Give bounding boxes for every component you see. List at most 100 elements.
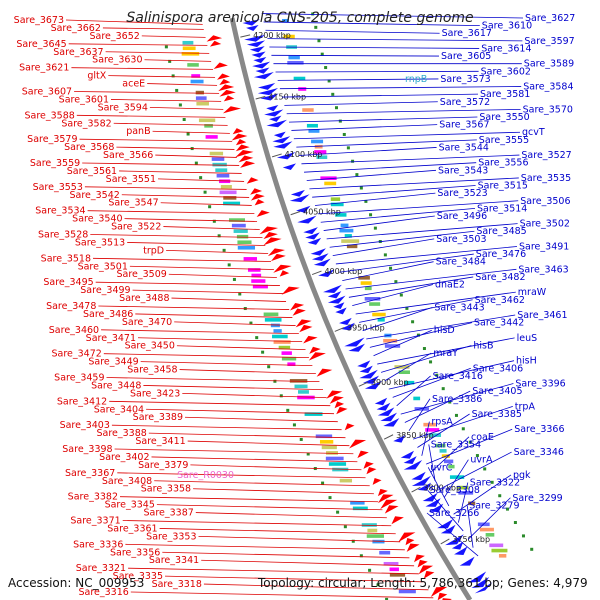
guide-dash [317,39,321,43]
reverse-gene-arrow [257,83,276,90]
right-feature-bar [308,129,320,133]
gene-label-right: Sare_3555 [479,135,529,146]
gene-label-left: Sare_3501 [78,261,128,272]
left-feature-bar [215,168,228,172]
reverse-gene-arrow [344,337,365,347]
right-feature-bar [377,317,385,322]
gene-label-right: Sare_3617 [442,28,492,39]
gene-label-right: Sare_3515 [478,181,528,192]
guide-dash [394,280,398,284]
forward-gene-arrow [206,35,223,42]
forward-gene-arrow [380,499,398,510]
left-feature-bar [367,528,378,533]
left-feature-bar [294,384,308,389]
left-feature-bar [379,550,391,555]
reverse-gene-arrow [411,471,426,481]
right-feature-bar [358,276,370,280]
leader-line-right [388,360,515,390]
left-feature-bar [350,501,365,505]
gene-label-right: leuS [517,333,538,344]
leader-line-left [157,178,245,182]
leader-line-right [282,93,479,98]
gene-label-left: Sare_3449 [88,357,138,368]
leader-line-left [198,535,401,543]
left-feature-bar [352,506,368,511]
forward-gene-arrow [235,149,254,158]
kbp-tick-mark [271,153,282,158]
gene-label-left: Sare_3540 [72,214,122,225]
gene-label-left: Sare_3382 [68,492,118,503]
leader-line-left [159,528,396,535]
forward-gene-arrow [414,554,425,563]
leader-line-right [408,398,431,432]
left-feature-bar [243,257,257,261]
left-feature-bar [195,96,207,100]
leader-line-right [430,436,470,473]
reverse-gene-arrow [411,475,431,487]
leader-line-right [277,78,439,81]
guide-dash [299,437,303,441]
reverse-gene-arrow [297,215,317,224]
gene-label-left: Sare_3388 [96,428,146,439]
gene-label-right: Sare_3570 [523,104,573,115]
leader-line-right [417,413,470,448]
guide-dash [232,277,236,281]
leader-line-right [342,261,434,282]
leader-line-right [366,314,516,340]
left-feature-bar [196,101,209,106]
gene-label-left: Sare_3356 [110,547,160,558]
left-feature-bar [251,273,262,278]
leader-line-right [296,139,477,148]
guide-dash [475,454,479,458]
kbp-tick-mark [358,381,369,387]
gene-label-right: Sare_3482 [475,272,525,283]
reverse-gene-arrow [296,205,311,213]
guide-dash [327,79,331,83]
gene-label-left: Sare_3637 [53,47,103,58]
guide-dash [212,219,216,223]
gene-label-right: Sare_3514 [477,203,527,214]
forward-gene-arrow [430,586,448,597]
forward-gene-arrow [292,308,306,316]
forward-gene-arrow [240,160,256,168]
leader-line-right [326,223,518,240]
left-feature-bar [366,534,385,538]
gene-label-left: Sare_3402 [99,452,149,463]
leader-line-left [193,488,374,495]
guide-dash [416,333,420,337]
forward-gene-arrow [308,352,326,361]
reverse-gene-arrow [359,365,373,374]
forward-gene-arrow [363,461,374,469]
left-feature-bar [205,135,218,139]
reverse-gene-arrow [327,291,342,299]
kbp-tick-mark [411,486,421,493]
reverse-gene-arrow [474,582,493,594]
leader-line-right [317,200,519,215]
gene-label-left: Sare_3423 [130,388,180,399]
reverse-gene-arrow [246,25,259,32]
guide-dash [346,146,350,150]
guide-dash [168,59,172,63]
right-feature-bar [316,155,328,160]
gene-label-left: Sare_3361 [107,523,157,534]
leader-line-left [124,218,258,222]
kbp-tick-mark [240,34,251,38]
reverse-gene-arrow [467,571,487,583]
left-feature-bar [236,234,249,239]
gene-label-right: Sare_3589 [524,59,574,70]
gene-label-left: Sare_3460 [49,325,99,336]
gene-label-left: Sare_3367 [65,468,115,479]
guide-dash [355,173,359,177]
forward-gene-arrow [299,324,313,333]
reverse-gene-arrow [327,295,346,304]
right-feature-bar [306,123,318,128]
gene-label-right: Sare_3354 [431,439,481,450]
gene-label-left: trpD [143,245,164,256]
guide-dash [359,554,363,558]
forward-gene-arrow [263,231,278,240]
reverse-gene-arrow [417,482,432,491]
forward-gene-arrow [218,84,235,92]
guide-dash [175,88,179,92]
gene-label-right: Sare_3308 [430,485,480,496]
guide-dash [483,467,487,471]
